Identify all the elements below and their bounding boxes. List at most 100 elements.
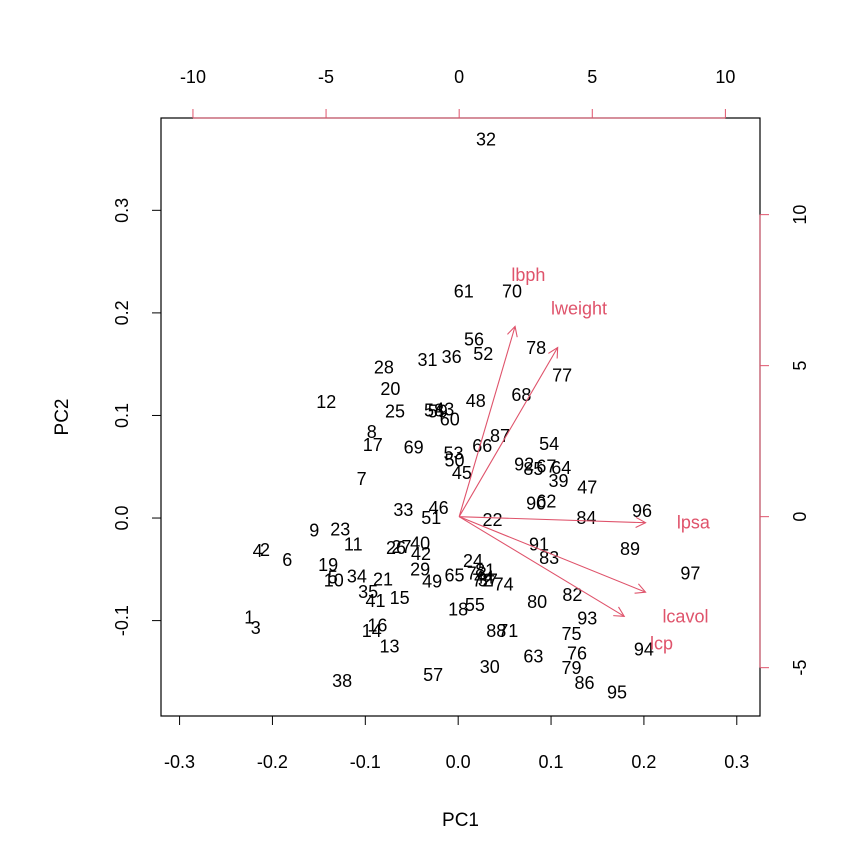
observation-label: 12 [316,392,336,412]
observation-label: 7 [357,469,367,489]
observation-label: 3 [251,618,261,638]
left-axis: -0.1 0.0 0.1 0.2 0.3 [112,198,162,636]
observation-label: 25 [385,401,405,421]
observation-label: 33 [393,500,413,520]
observation-label: 17 [363,435,383,455]
observation-label: 59 [428,401,448,421]
observation-label: 78 [526,338,546,358]
y-tick-label: -0.1 [112,605,132,636]
observation-label: 60 [440,410,460,430]
observation-label: 23 [330,519,350,539]
top-tick-label: 10 [715,67,735,87]
right-tick-label: 5 [790,361,810,371]
observation-label: 57 [423,665,443,685]
observation-label: 32 [476,130,496,150]
observation-label: 10 [324,571,344,591]
observation-label: 24 [463,551,483,571]
x-tick-label: -0.2 [257,752,288,772]
top-tick-label: -5 [318,67,334,87]
y-tick-label: 0.3 [112,198,132,223]
observation-label: 54 [539,434,559,454]
observation-label: 52 [473,344,493,364]
y-tick-label: 0.2 [112,300,132,325]
observation-label: 49 [422,572,442,592]
observation-label: 86 [574,673,594,693]
observation-label: 77 [552,365,572,385]
observation-label: 46 [429,498,449,518]
observation-label: 90 [526,494,546,514]
observation-labels: 1234567891011121314151617181920212223242… [244,130,700,703]
observation-label: 39 [548,471,568,491]
y-axis-label: PC2 [52,399,73,436]
loading-arrow-lpsa [459,516,646,524]
top-tick-label: 0 [454,67,464,87]
observation-label: 45 [452,463,472,483]
observation-label: 44 [474,568,494,588]
x-tick-label: -0.1 [350,752,381,772]
observation-label: 62 [536,492,556,512]
observation-label: 93 [577,609,597,629]
loading-arrow-lcavol [458,516,646,593]
loading-arrowhead-lpsa [635,516,647,528]
loading-label-lbph: lbph [511,265,545,285]
observation-label: 34 [347,567,367,587]
observation-label: 64 [551,458,571,478]
observation-label: 20 [380,379,400,399]
y-tick-label: 0.0 [112,506,132,531]
observation-label: 67 [536,457,556,477]
observation-label: 51 [421,508,441,528]
observation-label: 83 [539,548,559,568]
right-axis: -5 0 5 10 [759,205,810,676]
observation-label: 58 [424,400,444,420]
observation-label: 94 [634,639,654,659]
loading-label-lcp: lcp [650,634,673,654]
observation-label: 91 [529,535,549,555]
observation-label: 30 [480,657,500,677]
observation-label: 81 [475,560,495,580]
observation-label: 11 [344,535,363,555]
observation-label: 73 [467,563,487,583]
observation-label: 50 [444,451,464,471]
observation-label: 31 [418,350,438,370]
observation-label: 70 [502,281,522,301]
loading-label-lcavol: lcavol [662,606,708,626]
observation-label: 22 [483,510,503,530]
observation-label: 68 [511,385,531,405]
x-tick-label: 0.1 [539,752,564,772]
observation-label: 84 [576,508,596,528]
observation-label: 56 [464,330,484,350]
observation-label: 42 [411,544,431,564]
observation-label: 63 [523,647,543,667]
loading-arrow-lbph [458,326,516,517]
loading-arrows: lcavol lcp lpsa lbph lweight [458,265,711,654]
observation-label: 29 [410,559,430,579]
top-axis: -10 -5 0 5 10 [180,67,735,119]
observation-label: 97 [680,563,700,583]
observation-label: 19 [318,555,338,575]
observation-label: 85 [523,459,543,479]
loading-label-lweight: lweight [551,298,607,318]
observation-label: 28 [374,357,394,377]
observation-label: 88 [486,621,506,641]
x-axis-label: PC1 [442,810,479,831]
observation-label: 48 [466,391,486,411]
observation-label: 72 [472,571,492,591]
loading-arrow-lweight [458,347,559,517]
observation-label: 47 [577,477,597,497]
observation-label: 36 [442,347,462,367]
observation-label: 13 [379,636,399,656]
observation-label: 74 [494,575,514,595]
top-tick-label: 5 [587,67,597,87]
observation-label: 96 [632,501,652,521]
loading-arrowhead-lweight [548,346,559,359]
observation-label: 89 [620,539,640,559]
observation-label: 15 [390,588,410,608]
observation-label: 71 [498,621,518,641]
observation-label: 55 [465,595,485,615]
observation-label: 61 [454,281,474,301]
observation-label: 38 [332,671,352,691]
observation-label: 21 [373,570,393,590]
observation-label: 2 [260,540,270,560]
right-tick-label: 0 [790,512,810,522]
